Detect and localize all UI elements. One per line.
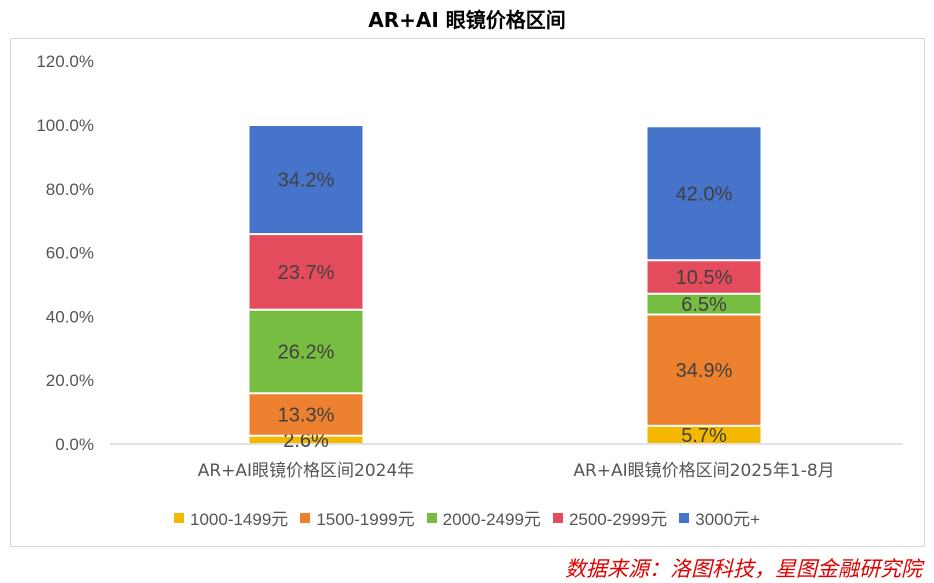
legend-item: 3000元+ xyxy=(679,505,760,530)
data-label: 42.0% xyxy=(676,183,733,205)
y-tick-label: 120.0% xyxy=(36,52,94,71)
data-label: 5.7% xyxy=(681,425,727,447)
legend-item: 1500-1999元 xyxy=(300,505,415,530)
bar-segment xyxy=(647,127,761,260)
bar-segment xyxy=(647,294,761,314)
bar-segment xyxy=(249,126,363,234)
legend-swatch xyxy=(426,512,437,523)
legend-swatch xyxy=(300,512,311,523)
chart-title: AR+AI 眼镜价格区间 xyxy=(368,8,566,32)
legend-item: 2500-2999元 xyxy=(552,505,668,530)
bar-segment xyxy=(647,261,761,293)
legend-label: 2500-2999元 xyxy=(568,510,668,529)
bar-segment xyxy=(249,235,363,309)
y-tick-label: 20.0% xyxy=(46,371,94,390)
bar-segment xyxy=(249,394,363,435)
y-tick-label: 80.0% xyxy=(46,180,94,199)
source-note: 数据来源：洛图科技，星图金融研究院 xyxy=(565,557,922,581)
y-tick-label: 100.0% xyxy=(36,116,94,135)
legend-label: 3000元+ xyxy=(695,510,760,529)
legend-label: 1000-1499元 xyxy=(190,510,289,529)
data-label: 10.5% xyxy=(676,267,733,289)
data-label: 23.7% xyxy=(278,262,335,284)
data-label: 34.9% xyxy=(676,360,733,382)
chart-frame xyxy=(10,38,925,547)
data-label: 26.2% xyxy=(278,341,335,363)
legend-label: 2000-2499元 xyxy=(442,510,541,529)
legend-swatch xyxy=(174,512,184,523)
y-tick-label: 60.0% xyxy=(46,244,94,263)
data-label: 2.6% xyxy=(283,430,329,452)
y-tick-label: 0.0% xyxy=(55,435,94,454)
bar-segment xyxy=(647,426,761,443)
bar-segment xyxy=(647,315,761,425)
x-category-label: AR+AI眼镜价格区间2024年 xyxy=(198,461,415,481)
data-label: 13.3% xyxy=(278,404,335,426)
bar-segment xyxy=(249,310,363,393)
bar-segment xyxy=(249,436,363,443)
data-label: 6.5% xyxy=(681,294,727,316)
legend-item: 1000-1499元 xyxy=(174,505,288,530)
legend-swatch xyxy=(679,512,690,523)
y-tick-label: 40.0% xyxy=(46,307,94,326)
legend-label: 1500-1999元 xyxy=(316,510,415,529)
legend: 1000-1499元 1500-1999元 2000-2499元 2500-2999元… xyxy=(0,505,934,530)
legend-item: 2000-2499元 xyxy=(426,505,541,530)
legend-swatch xyxy=(552,512,563,523)
data-label: 34.2% xyxy=(278,170,335,192)
x-category-label: AR+AI眼镜价格区间2025年1-8月 xyxy=(573,461,834,481)
